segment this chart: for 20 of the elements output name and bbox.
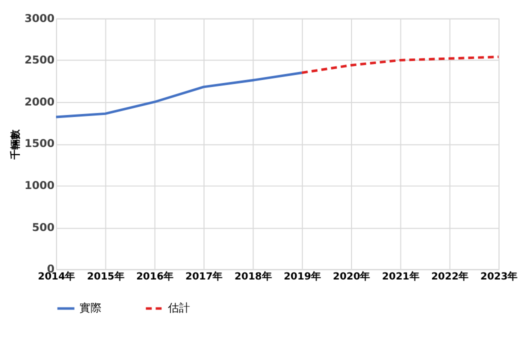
x-tick-label: 2016年 [136, 270, 174, 282]
x-tick-label: 2020年 [332, 270, 370, 282]
legend-label: 估計 [168, 301, 190, 314]
y-tick-label: 1500 [24, 137, 55, 150]
legend-label: 實際 [80, 301, 102, 314]
y-axis-title: 千輛數 [10, 128, 22, 160]
x-tick-label: 2019年 [284, 270, 322, 282]
y-tick-label: 2500 [24, 54, 55, 67]
line-series [300, 56, 500, 74]
y-tick-label: 500 [32, 220, 55, 234]
y-tick-label: 3000 [24, 12, 55, 25]
x-tick-label: 2015年 [87, 270, 124, 282]
x-tick-label: 2021年 [382, 270, 420, 282]
line-series [54, 72, 304, 118]
x-tick-label: 2023年 [480, 270, 518, 282]
x-tick-label: 2022年 [431, 270, 469, 282]
y-tick-label: 1000 [24, 179, 55, 192]
y-tick-label: 2000 [24, 95, 55, 108]
x-tick-label: 2017年 [185, 270, 223, 282]
x-tick-label: 2018年 [234, 270, 272, 282]
